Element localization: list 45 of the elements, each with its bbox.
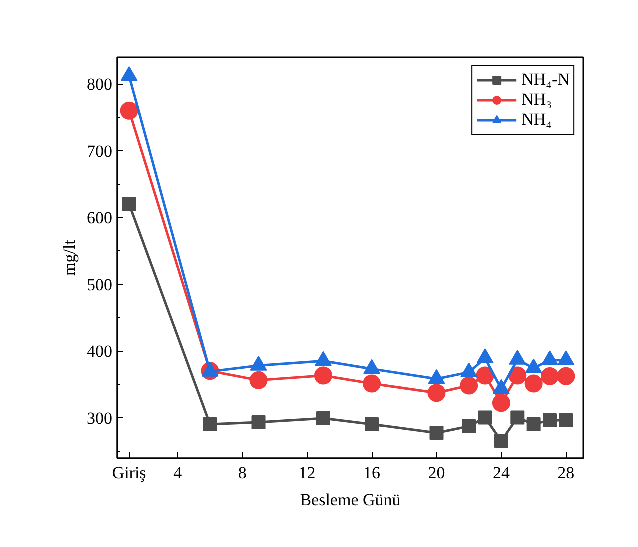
x-tick-label: 28 (558, 464, 575, 482)
y-tick-label: 700 (87, 142, 112, 161)
point (462, 419, 476, 434)
point (492, 394, 510, 412)
point (203, 417, 218, 432)
point (543, 413, 558, 428)
y-tick-label: 500 (87, 275, 112, 294)
legend-label: NH₄ (522, 110, 552, 130)
point (460, 376, 478, 395)
point (120, 66, 138, 82)
point (559, 413, 574, 428)
point (122, 197, 136, 212)
y-tick-label: 300 (87, 408, 112, 428)
point (316, 411, 330, 426)
point (541, 367, 560, 386)
point (508, 366, 527, 385)
point (524, 374, 543, 393)
point (250, 371, 268, 390)
point (557, 367, 576, 386)
x-tick-label: 12 (298, 464, 316, 482)
point (365, 417, 380, 432)
point (363, 374, 382, 393)
x-axis-title: Besleme Günü (300, 490, 402, 510)
x-tick-label: 24 (492, 464, 510, 482)
point (494, 434, 508, 448)
point (478, 410, 492, 425)
x-tick-label: Giriş (112, 464, 146, 482)
x-tick-label: 16 (364, 464, 381, 482)
point (430, 426, 444, 440)
point (526, 417, 541, 432)
x-tick-label: 4 (174, 464, 183, 482)
point (252, 415, 266, 430)
point (314, 366, 332, 385)
y-tick-label: 400 (87, 342, 112, 362)
x-tick-label: 8 (238, 464, 247, 482)
legend-label: NH₄-N (522, 70, 570, 90)
point (428, 384, 446, 402)
point (120, 102, 138, 120)
y-tick-label: 800 (87, 75, 112, 94)
x-tick-label: 20 (428, 464, 446, 482)
y-axis-title: mg/lt (60, 240, 79, 276)
point (476, 366, 494, 385)
point (510, 410, 525, 425)
legend-label: NH₃ (522, 90, 552, 110)
y-tick-label: 600 (87, 208, 112, 228)
